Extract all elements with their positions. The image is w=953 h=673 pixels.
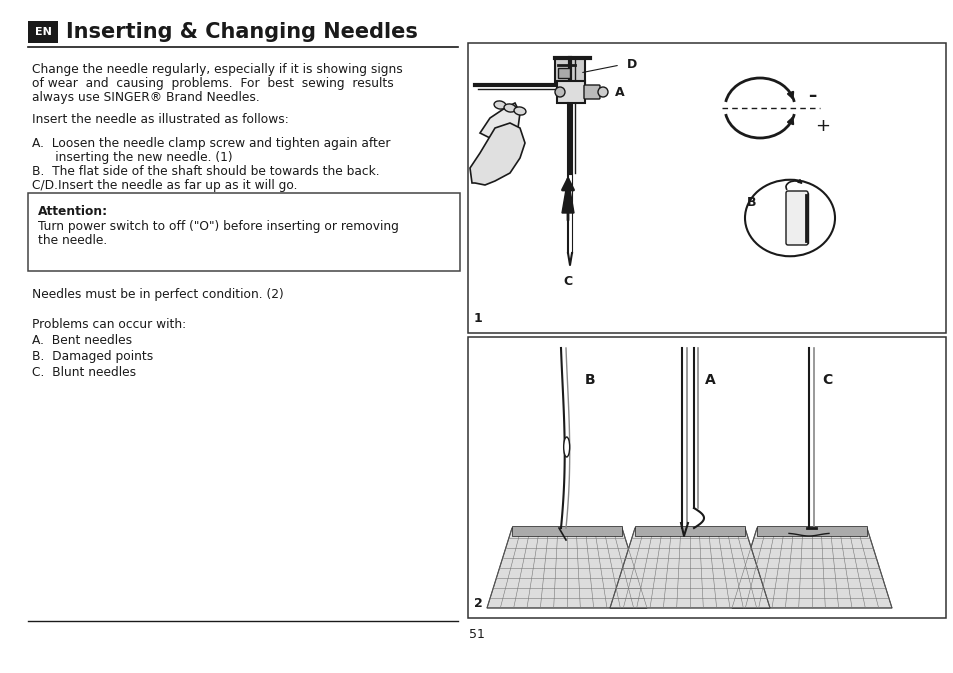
Text: D: D — [626, 59, 637, 71]
Bar — [28, 193, 459, 271]
Polygon shape — [486, 528, 646, 608]
Text: Insert the needle as illustrated as follows:: Insert the needle as illustrated as foll… — [32, 113, 289, 126]
Text: A: A — [615, 85, 624, 98]
FancyBboxPatch shape — [557, 81, 584, 103]
FancyBboxPatch shape — [512, 526, 621, 536]
Text: A.  Loosen the needle clamp screw and tighten again after: A. Loosen the needle clamp screw and tig… — [32, 137, 390, 150]
Bar — [28, 21, 58, 43]
Text: 51: 51 — [469, 629, 484, 641]
Circle shape — [598, 87, 607, 97]
Text: Problems can occur with:: Problems can occur with: — [32, 318, 186, 331]
Text: B: B — [746, 197, 756, 209]
Bar — [468, 337, 945, 618]
Bar — [468, 43, 945, 333]
Text: of wear  and  causing  problems.  For  best  sewing  results: of wear and causing problems. For best s… — [32, 77, 394, 90]
Text: 2: 2 — [474, 597, 482, 610]
Text: B: B — [584, 373, 595, 387]
Text: B.  The flat side of the shaft should be towards the back.: B. The flat side of the shaft should be … — [32, 165, 379, 178]
FancyBboxPatch shape — [785, 191, 807, 245]
Text: inserting the new needle. (1): inserting the new needle. (1) — [32, 151, 233, 164]
Text: C: C — [821, 373, 831, 387]
Text: Turn power switch to off ("O") before inserting or removing: Turn power switch to off ("O") before in… — [38, 220, 398, 233]
Text: Attention:: Attention: — [38, 205, 108, 218]
Ellipse shape — [494, 101, 505, 109]
Polygon shape — [609, 528, 769, 608]
Text: A: A — [704, 373, 715, 387]
Text: +: + — [814, 117, 829, 135]
Ellipse shape — [503, 104, 516, 112]
Polygon shape — [561, 178, 574, 213]
Text: Needles must be in perfect condition. (2): Needles must be in perfect condition. (2… — [32, 288, 283, 301]
Polygon shape — [470, 123, 524, 185]
Polygon shape — [731, 528, 891, 608]
FancyBboxPatch shape — [555, 58, 584, 83]
Text: EN: EN — [34, 27, 51, 37]
FancyBboxPatch shape — [583, 85, 599, 99]
FancyBboxPatch shape — [757, 526, 866, 536]
Circle shape — [555, 87, 564, 97]
Text: 1: 1 — [474, 312, 482, 325]
Text: C.  Blunt needles: C. Blunt needles — [32, 366, 136, 379]
FancyBboxPatch shape — [635, 526, 744, 536]
FancyBboxPatch shape — [787, 193, 807, 243]
Text: always use SINGER® Brand Needles.: always use SINGER® Brand Needles. — [32, 91, 259, 104]
Ellipse shape — [744, 180, 834, 256]
Ellipse shape — [563, 437, 569, 457]
Text: A.  Bent needles: A. Bent needles — [32, 334, 132, 347]
Text: C: C — [563, 275, 572, 288]
Ellipse shape — [514, 107, 525, 115]
Text: B.  Damaged points: B. Damaged points — [32, 350, 153, 363]
FancyBboxPatch shape — [558, 68, 569, 78]
Text: the needle.: the needle. — [38, 234, 107, 247]
Text: –: – — [807, 87, 816, 105]
Text: Change the needle regularly, especially if it is showing signs: Change the needle regularly, especially … — [32, 63, 402, 76]
Text: C/D.Insert the needle as far up as it will go.: C/D.Insert the needle as far up as it wi… — [32, 179, 297, 192]
Text: Inserting & Changing Needles: Inserting & Changing Needles — [66, 22, 417, 42]
Polygon shape — [479, 103, 519, 143]
